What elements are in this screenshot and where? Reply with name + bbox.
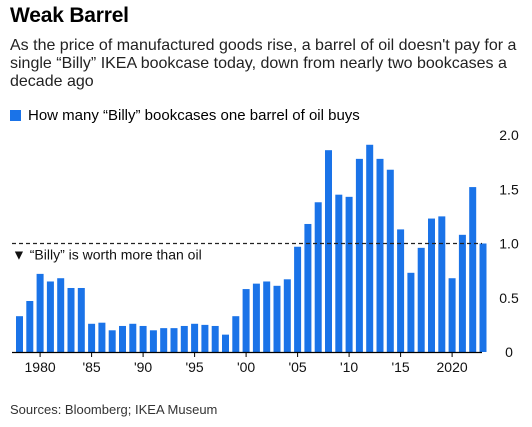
bar-1992: [160, 328, 168, 352]
bar-1984: [77, 287, 85, 352]
bar-1988: [119, 325, 126, 352]
source-note: Sources: Bloomberg; IKEA Museum: [10, 402, 218, 417]
x-tick-label-2005: '05: [288, 359, 306, 375]
bar-2000: [242, 289, 250, 352]
bar-1998: [222, 334, 229, 352]
bar-2017: [417, 247, 425, 352]
legend-swatch: [10, 110, 21, 121]
x-tick-label-2000: '00: [237, 359, 255, 375]
bar-1982: [57, 278, 65, 352]
bar-1981: [46, 281, 54, 352]
x-tick-label-1990: '90: [134, 359, 152, 375]
bar-2011: [355, 158, 363, 352]
bar-1983: [67, 287, 75, 352]
x-tick-label-2015: '15: [391, 359, 409, 375]
bar-2002: [263, 281, 271, 352]
y-tick-label-2.0: 2.0: [499, 127, 519, 143]
bar-2016: [407, 272, 415, 352]
legend-label: How many “Billy” bookcases one barrel of…: [28, 107, 360, 124]
bar-2019: [438, 216, 446, 353]
bar-1999: [232, 316, 240, 352]
bar-2006: [304, 223, 312, 352]
x-tick-label-1995: '95: [185, 359, 203, 375]
bar-1989: [129, 323, 137, 352]
bar-2013: [376, 158, 384, 352]
bar-2021: [458, 234, 466, 352]
chart-title: Weak Barrel: [10, 4, 129, 27]
y-tick-label-1.0: 1.0: [499, 236, 519, 252]
bar-2012: [366, 144, 374, 352]
y-tick-label-1.5: 1.5: [499, 181, 519, 197]
bar-1980: [36, 273, 44, 352]
bar-1978: [16, 316, 23, 352]
chart-subtitle: As the price of manufactured goods rise,…: [10, 37, 517, 90]
x-tick-label-2020: 2020: [437, 359, 468, 375]
bar-2003: [273, 285, 281, 352]
bar-2022: [469, 187, 477, 352]
bar-1985: [88, 323, 96, 352]
x-tick-label-1980: 1980: [25, 359, 56, 375]
bar-1987: [108, 330, 116, 352]
annotation-text: ▼ “Billy” is worth more than oil: [12, 247, 202, 263]
bar-2004: [283, 279, 291, 352]
bar-2020: [448, 278, 456, 352]
y-tick-label-0.5: 0.5: [499, 290, 519, 306]
bar-2023: [479, 243, 487, 352]
bar-2018: [428, 218, 435, 352]
bar-1993: [170, 328, 178, 352]
bar-2009: [335, 194, 343, 352]
bar-2010: [345, 196, 353, 352]
bar-1995: [191, 323, 199, 352]
bar-2001: [252, 283, 260, 352]
bar-1997: [211, 325, 219, 352]
bar-1979: [26, 301, 34, 352]
bar-1996: [201, 324, 209, 353]
y-tick-label-0: 0: [505, 344, 513, 360]
bar-2005: [294, 246, 302, 352]
bar-1991: [149, 330, 157, 352]
x-tick-label-1985: '85: [82, 359, 100, 375]
bar-2015: [397, 229, 405, 352]
bar-1994: [180, 325, 188, 352]
bar-1990: [139, 325, 147, 352]
legend: How many “Billy” bookcases one barrel of…: [10, 107, 360, 124]
bar-2007: [314, 202, 322, 352]
bar-2014: [386, 169, 394, 352]
bar-1986: [98, 322, 106, 352]
x-tick-label-2010: '10: [340, 359, 358, 375]
bar-2008: [325, 150, 332, 352]
